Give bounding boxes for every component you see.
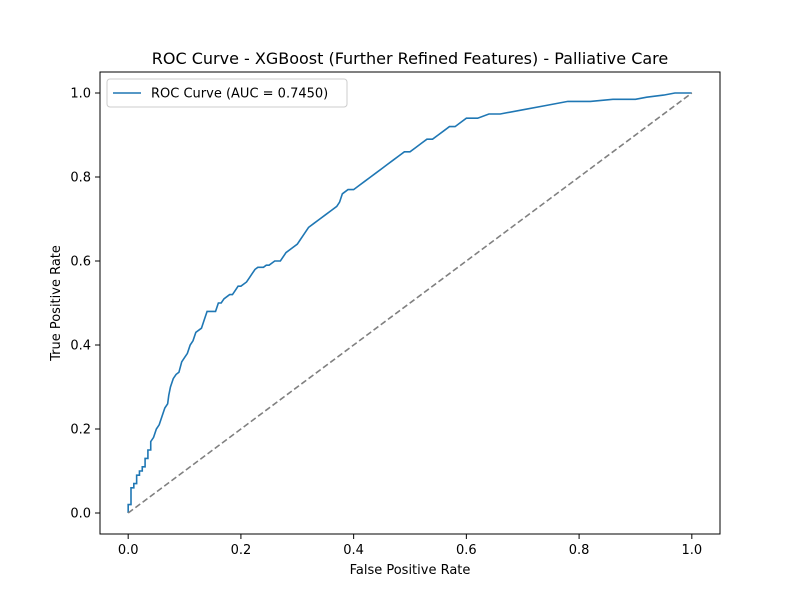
chart-title: ROC Curve - XGBoost (Further Refined Fea…	[152, 49, 669, 68]
x-tick-label: 0.6	[456, 543, 477, 558]
x-axis-label: False Positive Rate	[350, 563, 471, 578]
y-tick-label: 0.2	[70, 423, 91, 438]
legend: ROC Curve (AUC = 0.7450)	[106, 78, 348, 108]
x-tick-label: 0.0	[118, 543, 139, 558]
y-tick-label: 0.6	[70, 255, 91, 270]
roc-curve-line	[127, 92, 692, 513]
x-axis: 0.0 0.2 0.4 0.6 0.8 1.0	[118, 534, 702, 558]
legend-label: ROC Curve (AUC = 0.7450)	[151, 87, 328, 102]
y-tick-label: 0.0	[70, 507, 91, 522]
chance-line	[127, 92, 693, 514]
plot-frame	[99, 71, 721, 535]
y-axis: 0.0 0.2 0.4 0.6 0.8 1.0	[70, 87, 100, 522]
x-tick-label: 0.2	[231, 543, 252, 558]
y-axis-label: True Positive Rate	[49, 245, 64, 362]
plot-area	[99, 71, 721, 535]
y-tick-label: 0.8	[70, 171, 91, 186]
y-tick-label: 1.0	[70, 87, 91, 102]
x-tick-label: 0.4	[343, 543, 364, 558]
x-tick-label: 0.8	[569, 543, 590, 558]
y-tick-label: 0.4	[70, 339, 91, 354]
x-tick-label: 1.0	[681, 543, 702, 558]
legend-box	[106, 78, 348, 108]
